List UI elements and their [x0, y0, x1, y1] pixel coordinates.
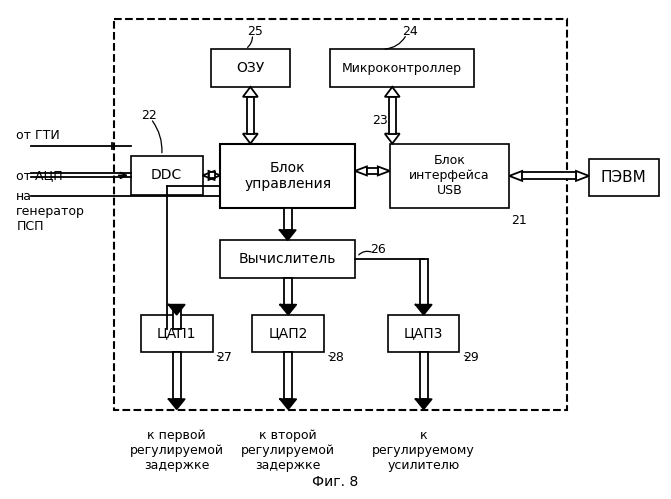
Text: Микроконтроллер: Микроконтроллер: [342, 61, 462, 74]
Polygon shape: [280, 305, 296, 315]
Text: Вычислитель: Вычислитель: [239, 252, 336, 266]
Text: 28: 28: [328, 351, 344, 364]
Polygon shape: [168, 305, 185, 315]
Polygon shape: [280, 230, 296, 240]
Polygon shape: [384, 134, 400, 144]
Text: ЦАП2: ЦАП2: [268, 326, 308, 340]
Text: к второй
регулируемой
задержке: к второй регулируемой задержке: [241, 429, 336, 472]
Bar: [221, 144, 355, 208]
Bar: [114, 19, 567, 410]
Bar: [389, 97, 396, 134]
Bar: [390, 144, 509, 208]
Polygon shape: [168, 399, 185, 409]
Polygon shape: [384, 87, 400, 97]
Bar: [252, 315, 324, 352]
Text: 24: 24: [402, 25, 417, 38]
Polygon shape: [243, 134, 258, 144]
Text: 29: 29: [464, 351, 479, 364]
Text: ЦАП3: ЦАП3: [404, 326, 444, 340]
Polygon shape: [203, 171, 215, 180]
Polygon shape: [280, 399, 296, 409]
Text: 21: 21: [511, 214, 527, 227]
Bar: [211, 49, 290, 87]
Bar: [419, 352, 427, 399]
Text: к первой
регулируемой
задержке: к первой регулируемой задержке: [130, 429, 223, 472]
Text: ЦАП1: ЦАП1: [157, 326, 197, 340]
Polygon shape: [378, 167, 390, 176]
Bar: [247, 97, 254, 134]
Polygon shape: [243, 87, 258, 97]
Bar: [209, 173, 215, 179]
Text: Блок
управления: Блок управления: [244, 161, 331, 191]
Text: 27: 27: [217, 351, 232, 364]
Polygon shape: [576, 171, 589, 181]
Text: к
регулируемому
усилителю: к регулируемому усилителю: [372, 429, 475, 472]
Polygon shape: [509, 171, 522, 181]
Bar: [172, 305, 180, 328]
Bar: [419, 259, 427, 305]
Text: Фиг. 8: Фиг. 8: [312, 475, 358, 489]
Text: от АЦП: от АЦП: [16, 169, 63, 182]
Bar: [131, 156, 203, 195]
Text: от ГТИ: от ГТИ: [16, 129, 60, 142]
Text: Блок
интерфейса
USB: Блок интерфейса USB: [409, 154, 490, 198]
Polygon shape: [209, 171, 221, 180]
Bar: [330, 49, 474, 87]
Bar: [367, 168, 378, 174]
Bar: [388, 315, 460, 352]
Text: 25: 25: [248, 25, 263, 38]
Text: ОЗУ: ОЗУ: [236, 61, 264, 75]
Polygon shape: [355, 167, 367, 176]
Bar: [285, 278, 292, 305]
Text: 26: 26: [370, 244, 386, 256]
Polygon shape: [415, 399, 431, 409]
Bar: [285, 352, 292, 399]
Bar: [221, 240, 355, 278]
Bar: [522, 173, 576, 180]
Bar: [172, 352, 180, 399]
Text: ПЭВМ: ПЭВМ: [601, 170, 647, 185]
Polygon shape: [415, 305, 431, 315]
Bar: [141, 315, 213, 352]
Text: DDC: DDC: [151, 169, 183, 183]
Text: на
генератор
ПСП: на генератор ПСП: [16, 190, 85, 233]
Bar: [589, 159, 659, 196]
Bar: [284, 208, 292, 230]
Text: 22: 22: [141, 109, 156, 122]
Text: 23: 23: [372, 114, 388, 127]
